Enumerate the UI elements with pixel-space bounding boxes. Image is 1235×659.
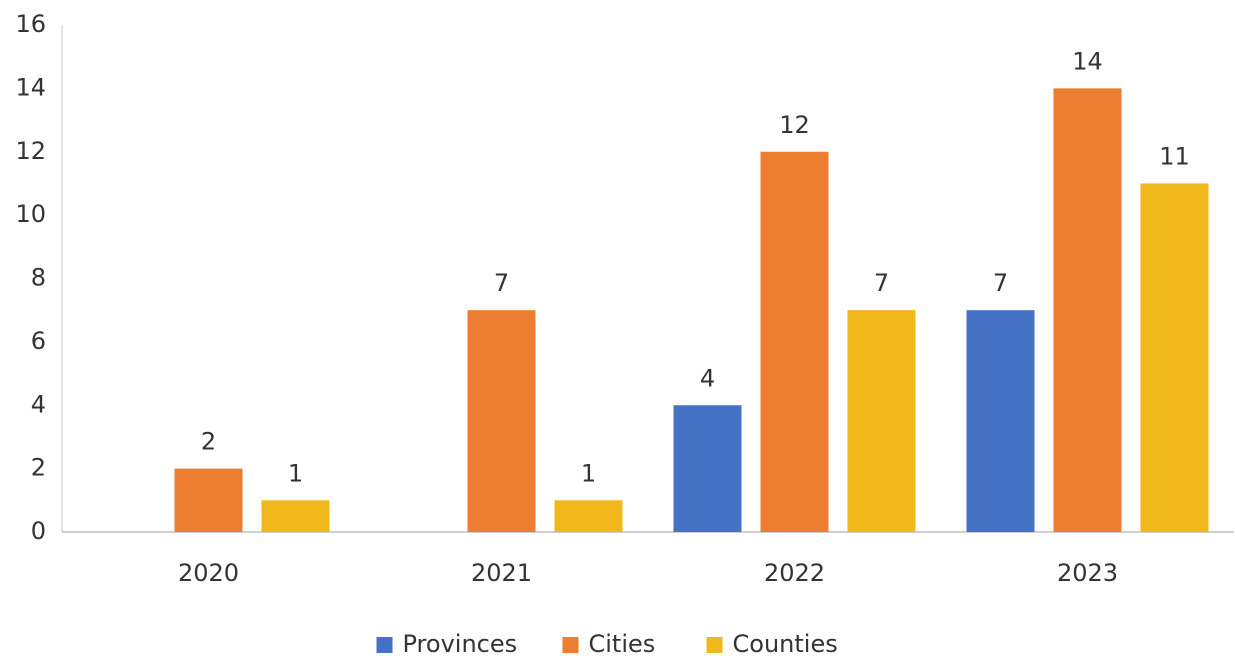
y-tick-label: 12 bbox=[15, 137, 46, 165]
x-tick-label: 2022 bbox=[764, 559, 825, 587]
legend-swatch bbox=[376, 637, 393, 653]
y-tick-label: 14 bbox=[15, 73, 46, 101]
bar bbox=[847, 310, 916, 532]
bar bbox=[1140, 183, 1209, 532]
bar bbox=[174, 468, 243, 532]
legend-swatch bbox=[706, 637, 723, 653]
bar bbox=[467, 310, 536, 532]
y-tick-label: 6 bbox=[31, 327, 46, 355]
y-tick-label: 4 bbox=[31, 390, 46, 418]
x-tick-label: 2020 bbox=[178, 559, 239, 587]
data-label: 12 bbox=[779, 111, 810, 139]
data-label: 1 bbox=[581, 459, 596, 487]
legend-label: Counties bbox=[733, 630, 838, 658]
y-tick-label: 0 bbox=[31, 517, 46, 545]
data-label: 7 bbox=[494, 269, 509, 297]
data-label: 4 bbox=[700, 364, 715, 392]
y-tick-label: 10 bbox=[15, 200, 46, 228]
legend-label: Provinces bbox=[403, 630, 518, 658]
legend-label: Cities bbox=[589, 630, 656, 658]
y-tick-label: 2 bbox=[31, 454, 46, 482]
data-label: 1 bbox=[288, 459, 303, 487]
bar bbox=[1053, 88, 1122, 532]
data-label: 14 bbox=[1072, 47, 1103, 75]
data-label: 11 bbox=[1159, 142, 1190, 170]
y-tick-label: 16 bbox=[15, 10, 46, 38]
data-label: 2 bbox=[201, 428, 216, 456]
x-tick-label: 2023 bbox=[1057, 559, 1118, 587]
legend-swatch bbox=[562, 637, 579, 653]
bar bbox=[261, 500, 330, 532]
bar bbox=[760, 151, 829, 532]
bar bbox=[966, 310, 1035, 532]
x-tick-label: 2021 bbox=[471, 559, 532, 587]
y-tick-label: 8 bbox=[31, 264, 46, 292]
data-label: 7 bbox=[874, 269, 889, 297]
data-label: 7 bbox=[993, 269, 1008, 297]
bar bbox=[554, 500, 623, 532]
bar bbox=[673, 405, 742, 532]
